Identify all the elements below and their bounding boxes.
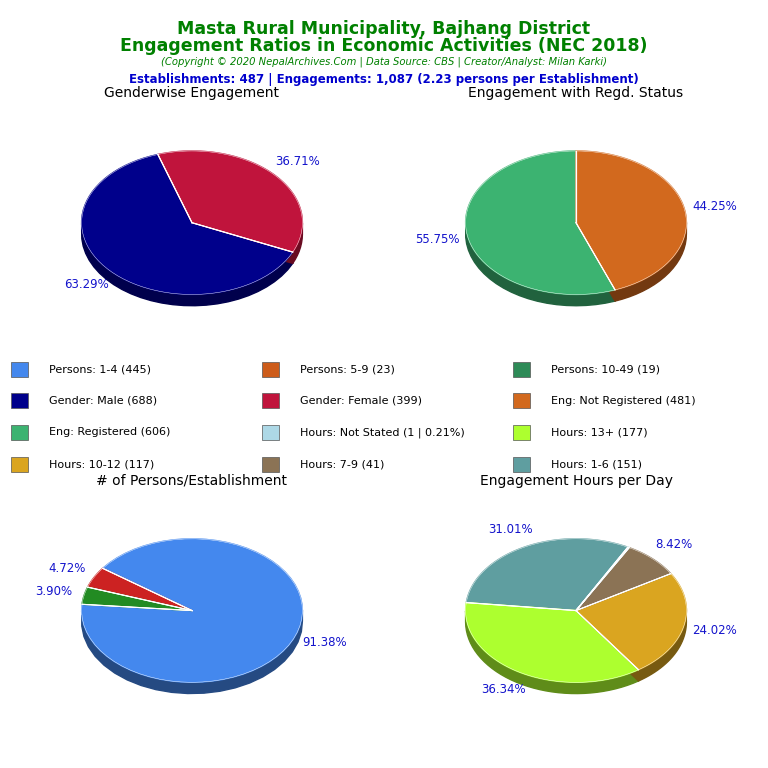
Polygon shape — [293, 223, 303, 263]
Bar — [12, 456, 28, 472]
Text: Gender: Male (688): Gender: Male (688) — [49, 396, 157, 406]
Bar — [263, 425, 279, 440]
Text: Establishments: 487 | Engagements: 1,087 (2.23 persons per Establishment): Establishments: 487 | Engagements: 1,087… — [129, 73, 639, 86]
Text: 44.25%: 44.25% — [693, 200, 737, 213]
Text: Hours: 1-6 (151): Hours: 1-6 (151) — [551, 459, 642, 469]
Text: 4.72%: 4.72% — [48, 561, 85, 574]
Bar — [513, 425, 530, 440]
Polygon shape — [576, 548, 670, 611]
Title: Engagement Hours per Day: Engagement Hours per Day — [479, 474, 673, 488]
Polygon shape — [465, 603, 638, 682]
Polygon shape — [465, 151, 615, 294]
Polygon shape — [192, 223, 293, 263]
Text: Persons: 5-9 (23): Persons: 5-9 (23) — [300, 364, 395, 374]
Polygon shape — [576, 611, 638, 681]
Bar — [12, 425, 28, 440]
Bar — [263, 456, 279, 472]
Text: (Copyright © 2020 NepalArchives.Com | Data Source: CBS | Creator/Analyst: Milan : (Copyright © 2020 NepalArchives.Com | Da… — [161, 56, 607, 67]
Text: Eng: Not Registered (481): Eng: Not Registered (481) — [551, 396, 696, 406]
Bar — [513, 393, 530, 409]
Title: # of Persons/Establishment: # of Persons/Establishment — [97, 474, 287, 488]
Polygon shape — [465, 611, 638, 694]
Text: Hours: Not Stated (1 | 0.21%): Hours: Not Stated (1 | 0.21%) — [300, 427, 465, 438]
Text: 63.29%: 63.29% — [65, 277, 109, 290]
Text: Hours: 7-9 (41): Hours: 7-9 (41) — [300, 459, 384, 469]
Text: 31.01%: 31.01% — [488, 523, 532, 536]
Polygon shape — [81, 220, 293, 306]
Polygon shape — [576, 547, 629, 611]
Text: 24.02%: 24.02% — [692, 624, 737, 637]
Title: Genderwise Engagement: Genderwise Engagement — [104, 86, 280, 100]
Text: 55.75%: 55.75% — [415, 233, 459, 246]
Text: 91.38%: 91.38% — [302, 636, 346, 649]
Polygon shape — [88, 568, 192, 611]
Polygon shape — [615, 223, 687, 301]
Text: Gender: Female (399): Gender: Female (399) — [300, 396, 422, 406]
Text: Hours: 13+ (177): Hours: 13+ (177) — [551, 428, 647, 438]
Text: Masta Rural Municipality, Bajhang District: Masta Rural Municipality, Bajhang Distri… — [177, 20, 591, 38]
Text: Eng: Registered (606): Eng: Registered (606) — [49, 428, 170, 438]
Bar — [513, 362, 530, 377]
Text: Hours: 10-12 (117): Hours: 10-12 (117) — [49, 459, 154, 469]
Polygon shape — [466, 539, 627, 611]
Polygon shape — [82, 588, 192, 611]
Polygon shape — [638, 608, 687, 681]
Bar — [12, 393, 28, 409]
Bar — [263, 362, 279, 377]
Text: 36.34%: 36.34% — [481, 683, 525, 696]
Bar — [263, 393, 279, 409]
Polygon shape — [576, 611, 638, 681]
Text: 3.90%: 3.90% — [35, 585, 72, 598]
Polygon shape — [576, 223, 615, 301]
Polygon shape — [576, 574, 687, 670]
Title: Engagement with Regd. Status: Engagement with Regd. Status — [468, 86, 684, 100]
Text: Persons: 10-49 (19): Persons: 10-49 (19) — [551, 364, 660, 374]
Text: 36.71%: 36.71% — [275, 155, 319, 168]
Polygon shape — [81, 154, 293, 294]
Polygon shape — [81, 539, 303, 682]
Bar — [513, 456, 530, 472]
Polygon shape — [158, 151, 303, 252]
Polygon shape — [192, 223, 293, 263]
Text: 8.42%: 8.42% — [655, 538, 693, 551]
Polygon shape — [82, 610, 303, 694]
Text: Engagement Ratios in Economic Activities (NEC 2018): Engagement Ratios in Economic Activities… — [121, 37, 647, 55]
Polygon shape — [576, 223, 615, 301]
Bar — [12, 362, 28, 377]
Polygon shape — [576, 151, 687, 290]
Polygon shape — [465, 220, 615, 306]
Text: Persons: 1-4 (445): Persons: 1-4 (445) — [49, 364, 151, 374]
